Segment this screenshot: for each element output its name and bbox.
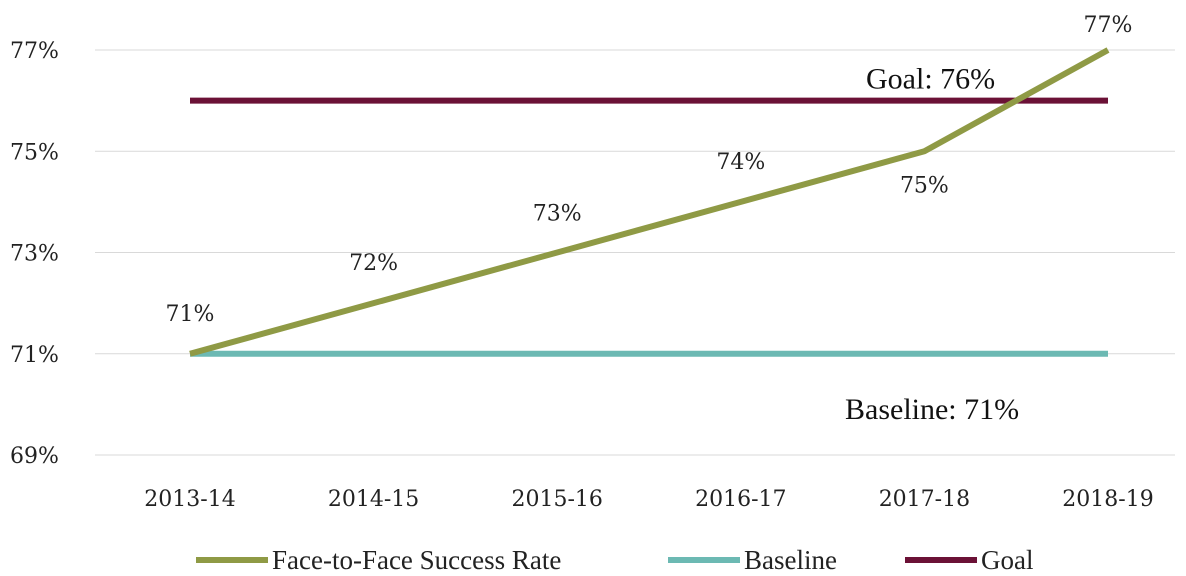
series-line-face-to-face-success-rate [189,47,1110,357]
legend-label: Goal [981,545,1033,575]
y-tick-label: 73% [10,242,59,267]
x-tick-label: 2015-16 [511,487,602,512]
data-label: 73% [533,202,582,227]
y-tick-label: 77% [10,39,59,64]
legend-label: Baseline [744,545,837,575]
data-label: 77% [1084,13,1133,38]
series-lines [189,47,1110,357]
data-labels: 71% 72% 73% 74% 75% 77% [166,13,1133,327]
x-tick-label: 2018-19 [1062,487,1153,512]
goal-annotation: Goal: 76% [866,63,995,96]
data-label: 71% [166,302,215,327]
x-tick-label: 2013-14 [144,487,235,512]
x-tick-label: 2017-18 [879,487,970,512]
y-axis-ticks: 69% 71% 73% 75% 77% [10,39,59,469]
annotations: Goal: 76% Baseline: 71% [845,63,1019,426]
y-tick-label: 69% [10,444,59,469]
data-label: 72% [349,251,398,276]
legend: Face-to-Face Success Rate Baseline Goal [196,545,1033,575]
y-tick-label: 71% [10,343,59,368]
data-label: 74% [716,150,765,175]
x-tick-label: 2014-15 [328,487,419,512]
y-tick-label: 75% [10,140,59,165]
x-tick-label: 2016-17 [695,487,786,512]
baseline-annotation: Baseline: 71% [845,393,1019,426]
legend-label: Face-to-Face Success Rate [272,545,561,575]
data-label: 75% [900,173,949,198]
x-axis-ticks: 2013-14 2014-15 2015-16 2016-17 2017-18 2018-… [144,487,1153,512]
